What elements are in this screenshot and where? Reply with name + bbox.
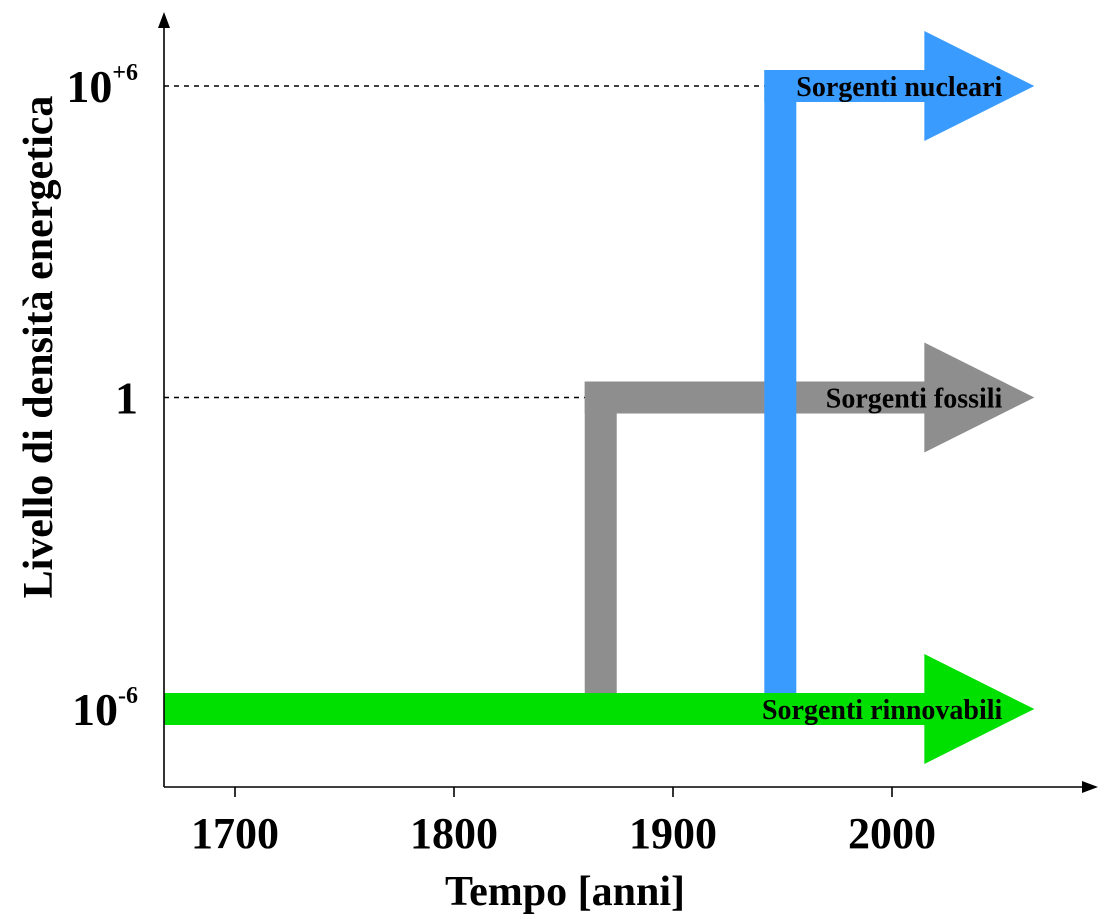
series-shaft	[584, 381, 926, 414]
labels: Tempo [anni] Livello di densità energeti…	[16, 60, 936, 915]
axes	[158, 12, 1098, 797]
series-label: Sorgenti fossili	[826, 384, 1003, 415]
x-tick-label: 1800	[410, 809, 498, 858]
series-riser	[584, 381, 617, 693]
series-band-0: Sorgenti rinnovabili	[164, 654, 1035, 764]
y-axis-arrowhead	[158, 12, 170, 28]
series-arrowhead	[924, 342, 1035, 453]
series-label: Sorgenti rinnovabili	[762, 695, 1003, 726]
x-tick-label: 2000	[848, 809, 936, 858]
series-band-2: Sorgenti nucleari	[764, 31, 1035, 693]
series-riser	[764, 70, 797, 693]
y-tick-label: 10-6	[72, 683, 138, 735]
series-shaft	[764, 70, 926, 102]
y-tick-label: 10+6	[66, 60, 138, 112]
reference-lines	[164, 85, 765, 399]
y-tick-label: 1	[115, 373, 138, 424]
x-tick-label: 1700	[191, 809, 279, 858]
series-shaft	[164, 693, 926, 725]
x-tick-label: 1900	[629, 809, 717, 858]
series-arrowhead	[924, 31, 1035, 141]
series-arrowhead	[924, 654, 1035, 764]
y-axis-title: Livello di densità energetica	[16, 96, 62, 599]
x-axis-arrowhead	[1082, 781, 1098, 793]
series-band-1: Sorgenti fossili	[584, 342, 1035, 693]
series-label: Sorgenti nucleari	[796, 72, 1002, 103]
series-bands: Sorgenti rinnovabili Sorgenti fossili Sorg…	[164, 31, 1035, 764]
x-axis-title: Tempo [anni]	[445, 869, 685, 915]
